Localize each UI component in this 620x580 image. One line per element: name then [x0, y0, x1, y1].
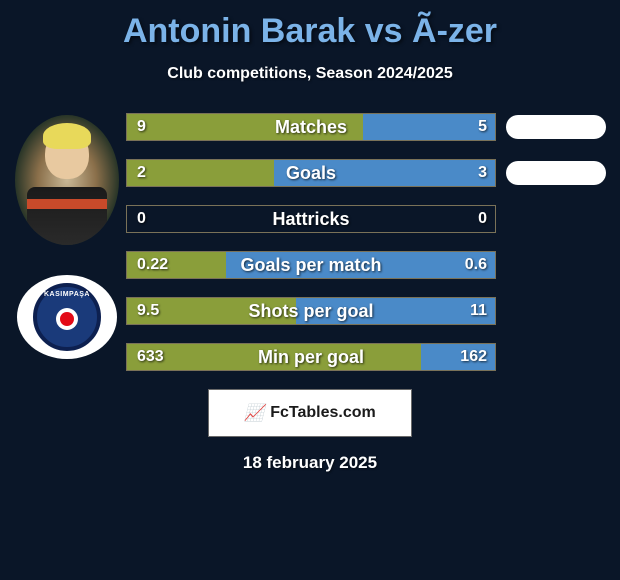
- stat-row: 9.511Shots per goal: [126, 297, 606, 325]
- stat-bar-track: 633162Min per goal: [126, 343, 496, 371]
- stat-label: Shots per goal: [127, 301, 495, 322]
- fctables-label: FcTables.com: [270, 404, 376, 422]
- stat-row: 23Goals: [126, 159, 606, 187]
- avatar-column: KASIMPAŞA: [8, 113, 126, 371]
- stat-bar-track: 0.220.6Goals per match: [126, 251, 496, 279]
- page-subtitle: Club competitions, Season 2024/2025: [0, 65, 620, 83]
- stat-row: 0.220.6Goals per match: [126, 251, 606, 279]
- stat-bar-track: 95Matches: [126, 113, 496, 141]
- chart-icon: 📈: [244, 403, 264, 423]
- stat-bar-track: 00Hattricks: [126, 205, 496, 233]
- stat-row: 95Matches: [126, 113, 606, 141]
- stat-label: Goals: [127, 163, 495, 184]
- stat-label: Matches: [127, 117, 495, 138]
- player1-jersey-stripe: [27, 199, 107, 209]
- fctables-badge: 📈 FcTables.com: [208, 389, 412, 437]
- club-badge-text: KASIMPAŞA: [44, 291, 90, 298]
- club-badge-flag-icon: [56, 308, 78, 330]
- player1-jersey: [27, 187, 107, 245]
- stat-pill-icon: [506, 115, 606, 139]
- stats-column: 95Matches 23Goals 00Hattricks 0.220.6Goals …: [126, 113, 612, 371]
- stat-bar-track: 9.511Shots per goal: [126, 297, 496, 325]
- stat-row: 633162Min per goal: [126, 343, 606, 371]
- stat-label: Hattricks: [127, 209, 495, 230]
- stat-label: Goals per match: [127, 255, 495, 276]
- stat-pill-icon: [506, 161, 606, 185]
- content-area: KASIMPAŞA 95Matches 23Goals 00Hattricks 0.2…: [0, 113, 620, 371]
- stat-row: 00Hattricks: [126, 205, 606, 233]
- club-badge-inner: KASIMPAŞA: [33, 283, 101, 351]
- date-label: 18 february 2025: [0, 453, 620, 473]
- stat-label: Min per goal: [127, 347, 495, 368]
- player2-badge: KASIMPAŞA: [17, 275, 117, 359]
- player1-avatar: [15, 115, 119, 245]
- stat-bar-track: 23Goals: [126, 159, 496, 187]
- page-title: Antonin Barak vs Ã-zer: [0, 0, 620, 51]
